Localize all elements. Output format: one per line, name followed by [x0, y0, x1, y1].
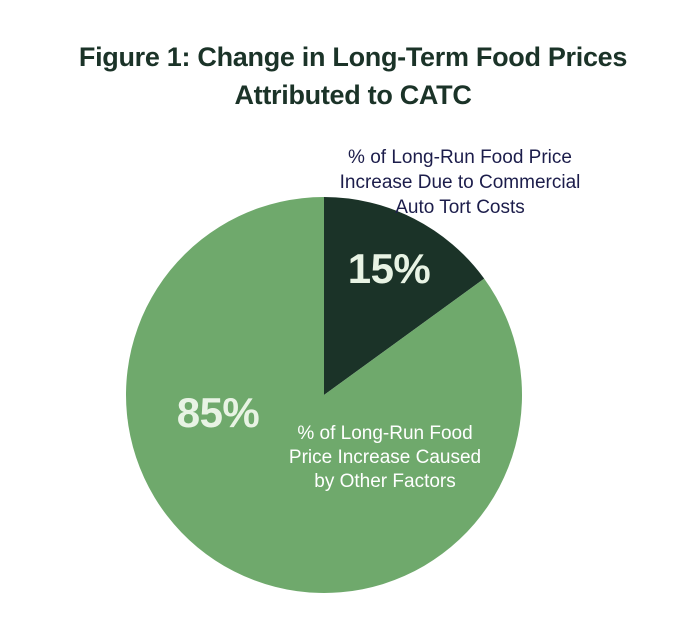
slice-description-catc-line-1: % of Long-Run Food Price: [348, 147, 572, 168]
pie-slices: [126, 197, 523, 593]
pie-slice-catc: [324, 197, 485, 395]
pie-value-label-catc: 15%: [348, 245, 431, 292]
slice-description-catc-line-2: Increase Due to Commercial: [340, 172, 581, 193]
slice-description-catc: % of Long-Run Food Price Increase Due to…: [340, 147, 581, 218]
slice-description-other-line-2: Price Increase Caused: [289, 447, 481, 468]
chart-title-line-1: Figure 1: Change in Long-Term Food Price…: [79, 42, 627, 72]
slice-description-other-factors: % of Long-Run Food Price Increase Caused…: [289, 423, 481, 492]
chart-title-line-2: Attributed to CATC: [234, 80, 471, 110]
pie-value-label-other-factors: 85%: [177, 389, 260, 436]
pie-slice-other-factors: [126, 197, 523, 593]
slice-description-other-line-1: % of Long-Run Food: [297, 423, 472, 444]
slice-description-catc-line-3: Auto Tort Costs: [395, 197, 525, 218]
slice-description-other-line-3: by Other Factors: [314, 471, 456, 492]
